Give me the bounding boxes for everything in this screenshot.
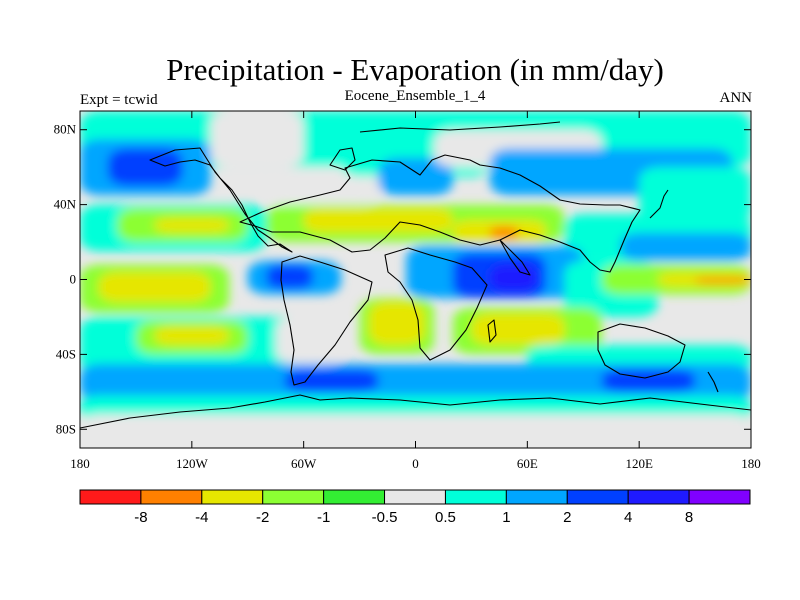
colorbar-label: -1 bbox=[317, 509, 330, 526]
plot-title: Precipitation - Evaporation (in mm/day) bbox=[166, 52, 664, 87]
colorbar-label: -8 bbox=[134, 509, 147, 526]
colorbar: -8 -4 -2 -1 -0.5 0.5 1 2 4 8 bbox=[79, 489, 751, 526]
ensemble-label: Eocene_Ensemble_1_4 bbox=[344, 88, 486, 104]
field-region-12 bbox=[154, 217, 230, 233]
field-region-35 bbox=[368, 301, 425, 346]
x-tick-label: 60W bbox=[291, 456, 317, 471]
coastline-eurasia bbox=[239, 154, 641, 273]
colorbar-box bbox=[79, 489, 142, 505]
field-region-6 bbox=[378, 157, 453, 196]
colorbar-label: -0.5 bbox=[372, 509, 398, 526]
y-tick-label: 0 bbox=[70, 272, 77, 287]
field-region-22 bbox=[266, 264, 313, 289]
colorbar-label: 8 bbox=[685, 509, 693, 526]
x-tick-label: 60E bbox=[517, 456, 538, 471]
colorbar-label: 2 bbox=[563, 509, 571, 526]
field-region-40 bbox=[285, 369, 379, 392]
colorbar-label: 1 bbox=[502, 509, 510, 526]
colorbar-box bbox=[627, 489, 690, 505]
coastline-antarctica bbox=[80, 394, 751, 429]
coastline-south-america bbox=[280, 255, 373, 386]
coastline-australia bbox=[597, 323, 686, 379]
experiment-label: Expt = tcwid bbox=[80, 92, 158, 108]
x-tick-label: 180 bbox=[741, 456, 761, 471]
colorbar-box bbox=[505, 489, 568, 505]
colorbar-label: 0.5 bbox=[435, 509, 456, 526]
colorbar-label: 4 bbox=[624, 509, 632, 526]
field-region-29 bbox=[695, 277, 751, 284]
coastline-madagascar bbox=[487, 319, 497, 343]
coastline-africa bbox=[384, 247, 488, 361]
coastline-arctic bbox=[359, 121, 561, 133]
coastline-india bbox=[499, 239, 531, 276]
field-region-18 bbox=[620, 232, 751, 261]
colorbar-box bbox=[384, 489, 446, 505]
colorbar-box bbox=[140, 489, 203, 505]
x-tick-label: 120E bbox=[625, 456, 653, 471]
field-region-20 bbox=[98, 272, 211, 302]
y-tick-label: 80S bbox=[56, 421, 76, 436]
field-region-16 bbox=[490, 227, 519, 239]
x-tick-label: 120W bbox=[176, 456, 209, 471]
field-region-33 bbox=[275, 316, 341, 364]
field-region-43 bbox=[80, 414, 751, 448]
colorbar-box bbox=[323, 489, 386, 505]
coastlines bbox=[80, 121, 751, 429]
colorbar-box bbox=[262, 489, 325, 505]
colorbar-label: -2 bbox=[256, 509, 269, 526]
field-region-9 bbox=[639, 167, 751, 224]
x-axis: 180 120W 60W 0 60E 120E 180 bbox=[70, 111, 761, 471]
coastline-greenland bbox=[329, 147, 356, 171]
x-tick-label: 0 bbox=[412, 456, 419, 471]
coastline-japan bbox=[649, 189, 669, 219]
field-region-32 bbox=[154, 326, 230, 346]
field-region-25 bbox=[490, 264, 537, 291]
y-tick-label: 40S bbox=[56, 346, 76, 361]
season-label: ANN bbox=[719, 90, 753, 106]
colorbar-label: -4 bbox=[195, 509, 208, 526]
colorbar-box bbox=[566, 489, 629, 505]
y-tick-label: 80N bbox=[54, 122, 77, 137]
coastline-north-america bbox=[149, 147, 293, 253]
field-region-2 bbox=[107, 148, 183, 186]
field-region-37 bbox=[471, 313, 565, 346]
pme-field bbox=[80, 111, 751, 448]
colorbar-box bbox=[201, 489, 264, 505]
field-region-39 bbox=[80, 363, 751, 402]
coastline-new-zealand bbox=[707, 371, 719, 393]
y-axis: 80N 40N 0 40S 80S bbox=[54, 122, 751, 436]
field-region-3 bbox=[210, 111, 304, 168]
field-region-14 bbox=[303, 208, 453, 233]
x-tick-label: 180 bbox=[70, 456, 90, 471]
colorbar-box bbox=[444, 489, 507, 505]
y-tick-label: 40N bbox=[54, 197, 77, 212]
field-region-4 bbox=[266, 167, 379, 205]
colorbar-box bbox=[688, 489, 751, 505]
field-region-41 bbox=[601, 369, 696, 392]
